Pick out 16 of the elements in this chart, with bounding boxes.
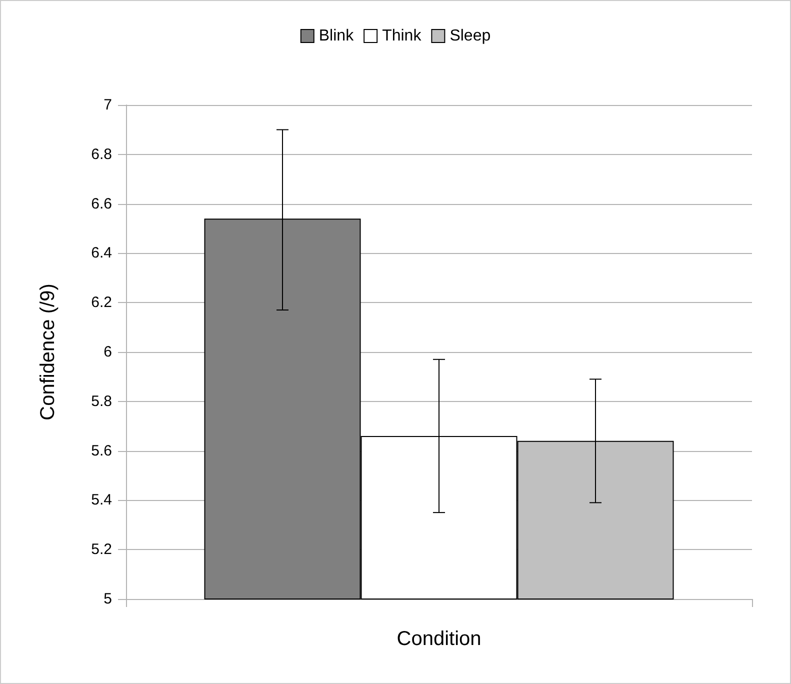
x-axis-title: Condition xyxy=(396,628,482,650)
y-tick-label: 6.4 xyxy=(91,244,112,262)
legend-label: Blink xyxy=(318,28,355,44)
y-tick-label: 5 xyxy=(104,590,112,608)
y-tick-label: 6 xyxy=(104,344,112,360)
legend-label: Sleep xyxy=(450,28,491,44)
y-tick-label: 6.8 xyxy=(91,146,112,163)
y-tick-label: 5.8 xyxy=(91,392,112,410)
y-tick-label: 6.2 xyxy=(91,294,112,312)
y-tick-label: 5.2 xyxy=(91,541,112,558)
y-axis-title: Confidence (/9) xyxy=(37,284,59,420)
y-tick-label: 5.4 xyxy=(91,492,112,509)
legend-label: Think xyxy=(382,28,422,44)
y-tick-label: 5.6 xyxy=(91,442,112,460)
y-tick-label: 6.6 xyxy=(91,195,112,212)
y-tick-label: 7 xyxy=(104,96,112,114)
